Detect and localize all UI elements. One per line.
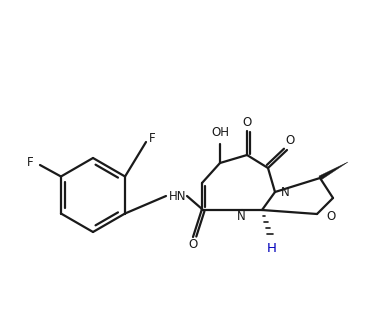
Text: N: N — [237, 210, 245, 224]
Text: O: O — [243, 116, 252, 129]
Text: O: O — [188, 238, 198, 251]
Text: O: O — [285, 134, 295, 146]
Text: O: O — [326, 209, 335, 222]
Text: OH: OH — [211, 127, 229, 140]
Polygon shape — [319, 162, 348, 180]
Text: H: H — [267, 243, 277, 255]
Text: F: F — [149, 131, 155, 145]
Text: N: N — [281, 186, 290, 198]
Text: F: F — [27, 156, 33, 169]
Text: HN: HN — [169, 190, 187, 203]
